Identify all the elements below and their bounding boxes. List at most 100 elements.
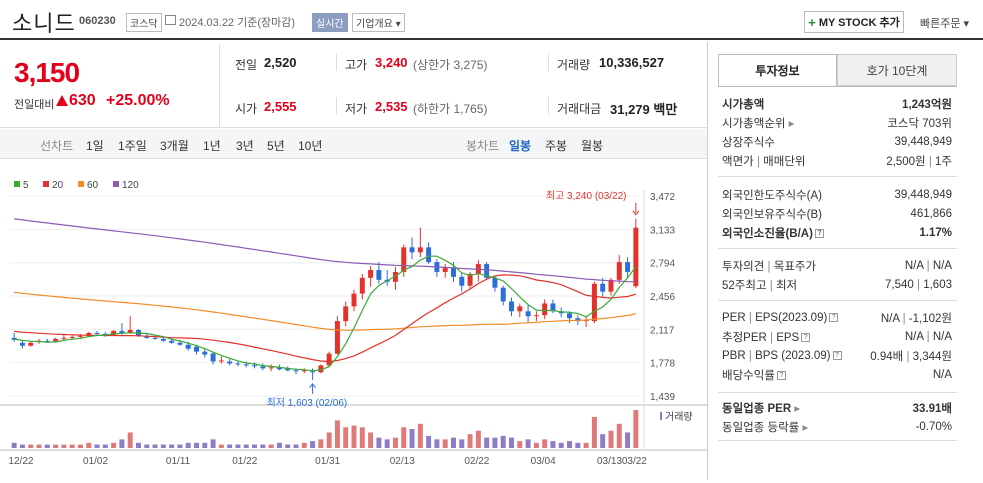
mcap-rank-label[interactable]: 시가총액순위 ▸ (722, 118, 795, 130)
volume-bar (77, 444, 83, 448)
tab-invest-info[interactable]: 투자정보 (718, 54, 837, 86)
low-value: 2,535 (375, 99, 408, 114)
est-eps-value: N/A (932, 331, 952, 343)
candle-body (500, 287, 506, 302)
help-icon[interactable]: ? (829, 313, 839, 323)
candle-monthly[interactable]: 월봉 (581, 139, 604, 153)
help-icon[interactable]: ? (776, 371, 786, 381)
candles (11, 218, 639, 380)
period-3m[interactable]: 3개월 (160, 139, 189, 153)
volume-bar (475, 430, 481, 448)
candle-body (525, 311, 531, 317)
ma120-line (14, 218, 636, 283)
par-label: 액면가 (722, 156, 754, 168)
bps-label: BPS (2023.09) (755, 350, 831, 362)
x-tick-label: 12/22 (8, 456, 33, 467)
volume-value: 10,336,527 (599, 55, 665, 70)
legend-swatch (113, 181, 119, 187)
realtime-button[interactable]: 실시간 (312, 13, 348, 32)
volume-bar (144, 444, 150, 448)
candle-body (484, 264, 490, 278)
amount-label: 거래대금 (557, 102, 602, 116)
period-1y[interactable]: 1년 (203, 139, 221, 153)
company-overview-dropdown[interactable]: 기업개요 ▾ (352, 13, 405, 32)
est-per-label: 추정PER (722, 332, 767, 344)
est-eps-label: EPS (776, 332, 800, 344)
high-annotation: 최고 3,240 (03/22) (546, 190, 627, 202)
candle-body (235, 363, 241, 365)
candle-daily[interactable]: 일봉 (509, 139, 532, 153)
volume-bar (202, 442, 208, 448)
candle-body (177, 342, 183, 345)
volume-bar (351, 425, 357, 448)
period-10y[interactable]: 10년 (298, 139, 323, 153)
volume-bar (36, 444, 42, 448)
candle-body (194, 346, 199, 352)
volume-bar (19, 444, 25, 448)
volume-bar (368, 432, 374, 448)
ma60-line (14, 291, 637, 331)
candle-body (509, 301, 514, 312)
legend-label: 5 (23, 180, 29, 191)
y-tick-label: 1,439 (650, 392, 675, 403)
volume-bar (550, 441, 556, 448)
est-per-value: N/A (904, 331, 924, 343)
period-5y[interactable]: 5년 (267, 139, 285, 153)
candle-body (169, 340, 175, 343)
help-icon[interactable]: ? (801, 333, 811, 343)
divider (718, 440, 957, 441)
opinion-value: N/A (904, 260, 924, 272)
help-icon[interactable]: ? (832, 351, 842, 361)
candle-body (608, 279, 614, 292)
period-1w[interactable]: 1주일 (118, 139, 147, 153)
low-arrow-head (309, 383, 316, 389)
quick-order-dropdown[interactable]: 빠른주문 ▾ (920, 18, 970, 30)
period-1d[interactable]: 1일 (86, 139, 104, 153)
volume-bar (591, 416, 597, 448)
volume-bar (492, 437, 498, 448)
volume-bar (268, 444, 274, 448)
candle-body (310, 371, 316, 373)
add-my-stock-label: MY STOCK 추가 (818, 17, 900, 29)
current-price-box (8, 44, 220, 128)
candle-body (260, 366, 266, 369)
candle-body (293, 370, 299, 372)
info-industry-per: 동일업종 PER ▸ 33.91배 (722, 399, 952, 417)
add-my-stock-button[interactable]: + MY STOCK 추가 (804, 11, 904, 33)
legend-label: 120 (122, 180, 139, 191)
x-tick-label: 01/31 (315, 456, 340, 467)
current-price: 3,150 (14, 57, 80, 88)
volume-bar (61, 444, 67, 448)
volume-bar (326, 432, 332, 448)
candle-body (417, 247, 423, 253)
volume-bar (243, 444, 249, 448)
candle-weekly[interactable]: 주봉 (545, 139, 568, 153)
divider (336, 97, 337, 115)
candle-body (376, 269, 382, 280)
volume-bar (152, 444, 158, 448)
pbr-label: PBR (722, 350, 746, 362)
candle-body (301, 370, 307, 372)
volume-bar (616, 423, 622, 448)
candle-body (94, 332, 100, 334)
help-icon[interactable]: ? (814, 229, 824, 239)
y-tick-label: 3,133 (650, 225, 675, 236)
candle-body (343, 306, 349, 322)
panel-divider (707, 42, 708, 480)
volume-bar (260, 444, 266, 448)
candle-body (401, 247, 407, 272)
volume-bar (583, 442, 589, 448)
w52-low-label: 최저 (775, 280, 798, 292)
plus-icon: + (808, 14, 816, 30)
industry-change-label[interactable]: 동일업종 등락률 (722, 422, 800, 434)
industry-per-label[interactable]: 동일업종 PER (722, 403, 792, 415)
candle-body (210, 353, 216, 362)
volume-label: 거래량 (665, 411, 693, 423)
volume-bar (218, 444, 224, 448)
open-label: 시가 (235, 102, 258, 116)
tab-order-book[interactable]: 호가 10단계 (837, 54, 957, 86)
x-tick-label: 03/22 (622, 456, 647, 467)
candle-body (467, 273, 473, 286)
stock-chart[interactable]: 5 20 60 120 3,472 3,133 2,794 2,456 2,117 1,778 1… (0, 160, 707, 480)
period-3y[interactable]: 3년 (236, 139, 254, 153)
